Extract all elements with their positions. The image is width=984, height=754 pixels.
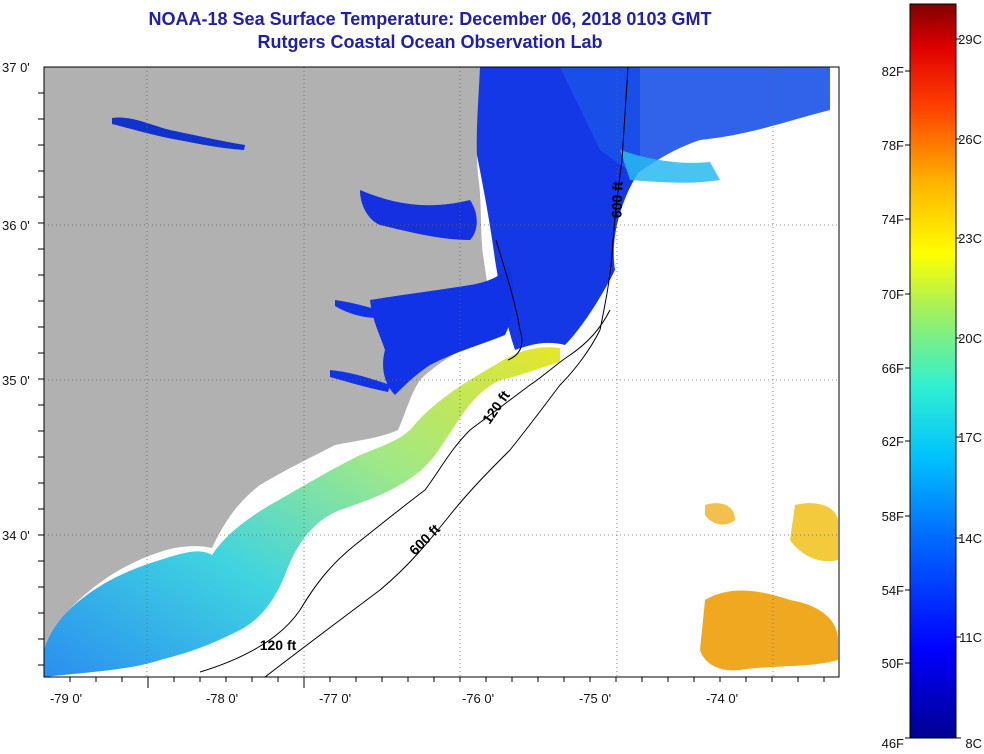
- sst-warm-patch-e: [790, 503, 838, 562]
- colorbar: [909, 3, 957, 739]
- sst-coastal-warm-band: [44, 347, 560, 677]
- cb-f-label: 58F: [882, 509, 904, 524]
- lat-label: 35 0': [2, 373, 30, 388]
- plot-area: [44, 67, 839, 677]
- lat-label: 34 0': [2, 528, 30, 543]
- isobath-600ft: [264, 67, 629, 677]
- colorbar-celsius-labels: 8C 11C 14C 17C 20C 23C 26C 29C: [958, 32, 982, 751]
- lon-label: -77 0': [319, 691, 351, 706]
- cb-f-label: 70F: [882, 287, 904, 302]
- lat-label: 36 0': [2, 218, 30, 233]
- cb-c-label: 20C: [958, 331, 982, 346]
- sst-cool-fringe: [620, 150, 720, 183]
- axis-ticks: [38, 92, 825, 688]
- cb-f-label: 46F: [882, 736, 904, 751]
- cb-c-label: 8C: [965, 736, 982, 751]
- cb-c-label: 17C: [958, 430, 982, 445]
- cb-f-label: 62F: [882, 434, 904, 449]
- plot-frame: [43, 66, 840, 678]
- cb-c-label: 14C: [958, 531, 982, 546]
- cb-f-label: 82F: [882, 64, 904, 79]
- graticule: [44, 67, 839, 677]
- colorbar-ticks: [905, 38, 961, 739]
- lon-label: -78 0': [206, 691, 238, 706]
- pamlico-river: [335, 300, 378, 318]
- cb-c-label: 29C: [958, 32, 982, 47]
- lon-axis-labels: -79 0' -78 0' -77 0' -76 0' -75 0' -74 0…: [50, 691, 738, 706]
- cb-c-label: 23C: [958, 231, 982, 246]
- lon-label: -79 0': [50, 691, 82, 706]
- lon-label: -76 0': [462, 691, 494, 706]
- colorbar-fahrenheit-labels: 46F 50F 54F 58F 62F 66F 70F 74F 78F 82F: [882, 64, 904, 751]
- cb-f-label: 54F: [882, 583, 904, 598]
- map-subtitle: Rutgers Coastal Ocean Observation Lab: [257, 32, 603, 52]
- sst-hot-patch-se: [700, 590, 838, 671]
- inland-river-north: [112, 117, 245, 150]
- lon-label: -74 0': [706, 691, 738, 706]
- cb-f-label: 50F: [882, 656, 904, 671]
- lon-label: -75 0': [579, 691, 611, 706]
- lat-label: 37 0': [2, 60, 30, 75]
- label-120ft-south: 120 ft: [260, 637, 297, 653]
- cb-c-label: 26C: [958, 132, 982, 147]
- isobath-120ft: [199, 309, 611, 673]
- lat-axis-labels: 37 0' 36 0' 35 0' 34 0': [2, 60, 30, 543]
- cb-c-label: 11C: [959, 630, 982, 645]
- pamlico-sound: [370, 268, 514, 395]
- label-600ft-north: 600 ft: [608, 181, 625, 218]
- neuse-river: [330, 370, 390, 392]
- cb-f-label: 78F: [882, 138, 904, 153]
- map-title: NOAA-18 Sea Surface Temperature: Decembe…: [148, 9, 712, 29]
- sst-cold-northeast: [560, 67, 830, 175]
- sst-warm-patch-s: [705, 503, 735, 525]
- outer-banks: [495, 239, 523, 361]
- cb-f-label: 74F: [882, 212, 904, 227]
- albemarle-sound: [360, 190, 477, 240]
- cb-f-label: 66F: [882, 361, 904, 376]
